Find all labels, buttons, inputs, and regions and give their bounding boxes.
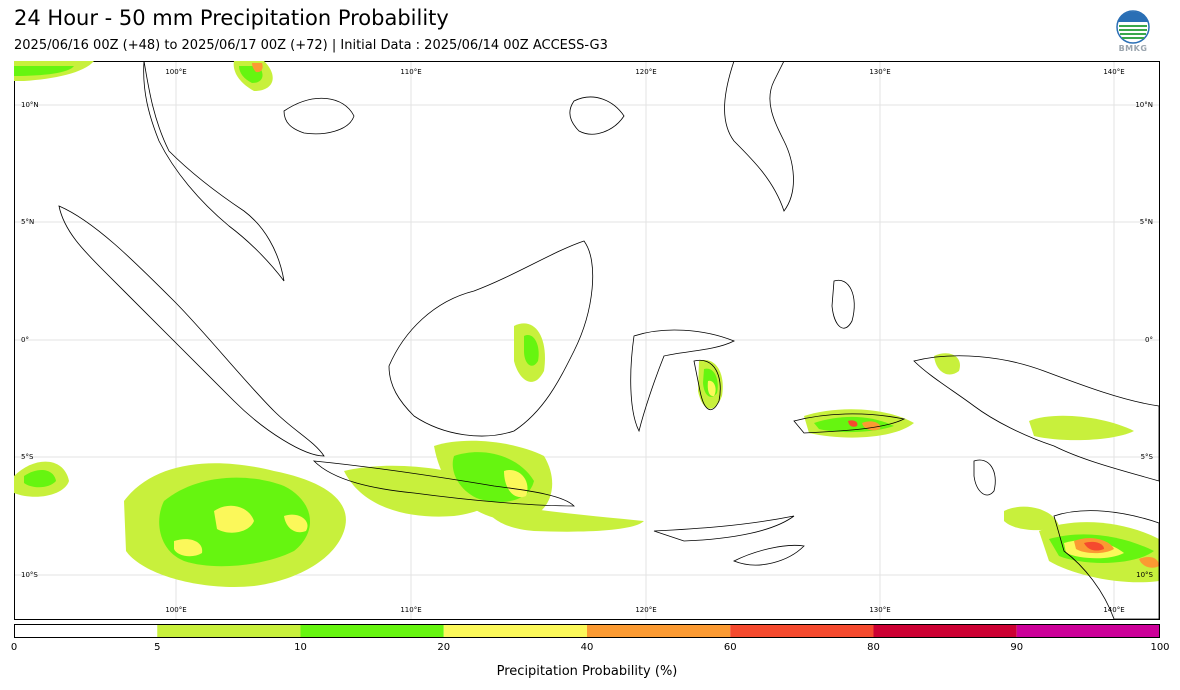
colorbar-segment-6 (873, 624, 1017, 638)
lat-label-left-5s: 5°S (21, 453, 34, 461)
lat-label-left-5n: 5°N (21, 218, 34, 226)
colorbar-ticks: 0 5 10 20 40 60 80 90 100 (10, 638, 1170, 658)
coastlines (58, 61, 1160, 620)
lon-label-bottom-140: 140°E (1103, 606, 1124, 614)
colorbar-tick-5: 5 (154, 642, 161, 653)
colorbar-tick-0: 0 (10, 642, 18, 653)
lat-label-right-5n: 5°N (1140, 218, 1153, 226)
lat-label-left-10n: 10°N (21, 101, 39, 109)
lon-label-bottom-100: 100°E (165, 606, 186, 614)
colorbar-tick-80: 80 (867, 642, 880, 653)
precip-40-60-areas (252, 63, 1159, 568)
colorbar-tick-90: 90 (1010, 642, 1024, 653)
colorbar-tick-100: 100 (1150, 642, 1170, 653)
colorbar-segment-4 (587, 624, 731, 638)
lon-label-top-100: 100°E (165, 68, 186, 76)
colorbar-tick-10: 10 (294, 642, 307, 653)
lat-label-right-0: 0° (1145, 336, 1153, 344)
colorbar-segment-5 (730, 624, 874, 638)
chart-title: 24 Hour - 50 mm Precipitation Probabilit… (14, 6, 449, 30)
colorbar-tick-60: 60 (723, 642, 737, 653)
colorbar-title: Precipitation Probability (%) (496, 664, 678, 679)
chart-subtitle: 2025/06/16 00Z (+48) to 2025/06/17 00Z (… (14, 38, 608, 53)
logo-text: BMKG (1118, 44, 1148, 53)
colorbar-segment-7 (1016, 624, 1160, 638)
lat-label-right-10n: 10°N (1135, 101, 1153, 109)
bmkg-logo-icon (1116, 10, 1150, 44)
lat-label-left-10s: 10°S (21, 571, 38, 579)
precip-60-80-areas (848, 420, 1104, 551)
lon-label-top-120: 120°E (635, 68, 656, 76)
colorbar-segment-3 (443, 624, 587, 638)
precipitation-map: 100°E 110°E 120°E 130°E 140°E 100°E 110°… (14, 61, 1160, 620)
lat-label-right-5s: 5°S (1141, 453, 1154, 461)
colorbar (14, 624, 1160, 638)
lon-label-bottom-130: 130°E (869, 606, 890, 614)
colorbar-segment-1 (157, 624, 301, 638)
lon-label-bottom-120: 120°E (635, 606, 656, 614)
colorbar-tick-20: 20 (437, 642, 451, 653)
lon-label-top-110: 110°E (400, 68, 421, 76)
colorbar-segment-0 (14, 624, 158, 638)
lon-label-bottom-110: 110°E (400, 606, 421, 614)
lon-label-top-130: 130°E (869, 68, 890, 76)
colorbar-segment-2 (300, 624, 444, 638)
colorbar-tick-40: 40 (580, 642, 594, 653)
lat-label-left-0: 0° (21, 336, 29, 344)
lon-label-top-140: 140°E (1103, 68, 1124, 76)
lat-label-right-10s: 10°S (1136, 571, 1153, 579)
